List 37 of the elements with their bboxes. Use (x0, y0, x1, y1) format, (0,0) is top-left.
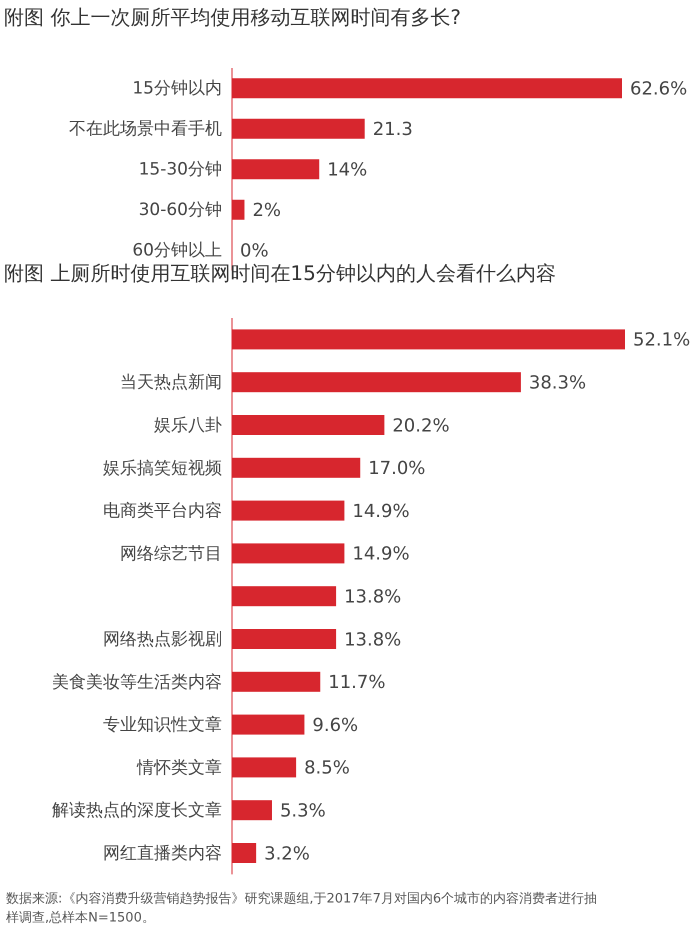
data-label: 8.5% (304, 758, 350, 779)
data-label: 62.6% (630, 78, 688, 100)
data-label: 0% (240, 240, 269, 262)
y-tick-label: 15-30分钟 (138, 160, 222, 180)
y-tick-label: 当天热点新闻 (120, 372, 222, 393)
data-label: 11.7% (328, 672, 386, 694)
data-label: 9.6% (312, 714, 358, 736)
y-tick-label: 网络热点影视剧 (103, 629, 222, 650)
data-label: 14.9% (352, 500, 410, 522)
data-label: 52.1% (633, 330, 690, 351)
y-tick-label: 专业知识性文章 (103, 715, 222, 736)
y-tick-label: 电商类平台内容 (103, 501, 222, 522)
y-tick-label: 情怀类文章 (136, 758, 222, 778)
y-tick-label: 解读热点的深度长文章 (52, 800, 222, 821)
y-tick-label: 不在此场景中看手机 (69, 119, 222, 140)
y-tick-label: 60分钟以上 (132, 240, 222, 261)
y-tick-label: 网红直播类内容 (103, 843, 222, 864)
data-label: 14.9% (352, 544, 410, 565)
y-tick-label: 娱乐搞笑短视频 (103, 458, 222, 478)
source-note: 数据来源:《内容消费升级营销趋势报告》研究课题组,于2017年7月对国内6个城市的内容消费者进行抽样调查,总样本N=1500。 (6, 890, 598, 926)
data-label: 3.2% (264, 843, 310, 864)
data-label: 38.3% (528, 372, 586, 394)
data-label: 17.0% (368, 458, 426, 480)
y-tick-label: 30-60分钟 (138, 200, 222, 220)
data-label: 21.3 (372, 119, 413, 140)
data-label: 20.2% (392, 415, 450, 436)
data-label: 13.8% (344, 629, 402, 650)
y-tick-label: 网络综艺节目 (120, 544, 222, 564)
data-label: 2% (252, 200, 282, 222)
chart-title: 附图 上厕所时使用互联网时间在15分钟以内的人会看什么内容 (4, 261, 556, 285)
y-tick-label: 娱乐八卦 (154, 415, 222, 436)
data-label: 14% (327, 160, 368, 181)
data-label: 13.8% (344, 586, 402, 608)
chart-title: 附图 你上一次厕所平均使用移动互联网时间有多长? (4, 5, 461, 29)
y-tick-label: 美食美妆等生活类内容 (52, 672, 222, 692)
y-tick-label: 15分钟以内 (132, 78, 222, 99)
data-label: 5.3% (280, 800, 326, 822)
